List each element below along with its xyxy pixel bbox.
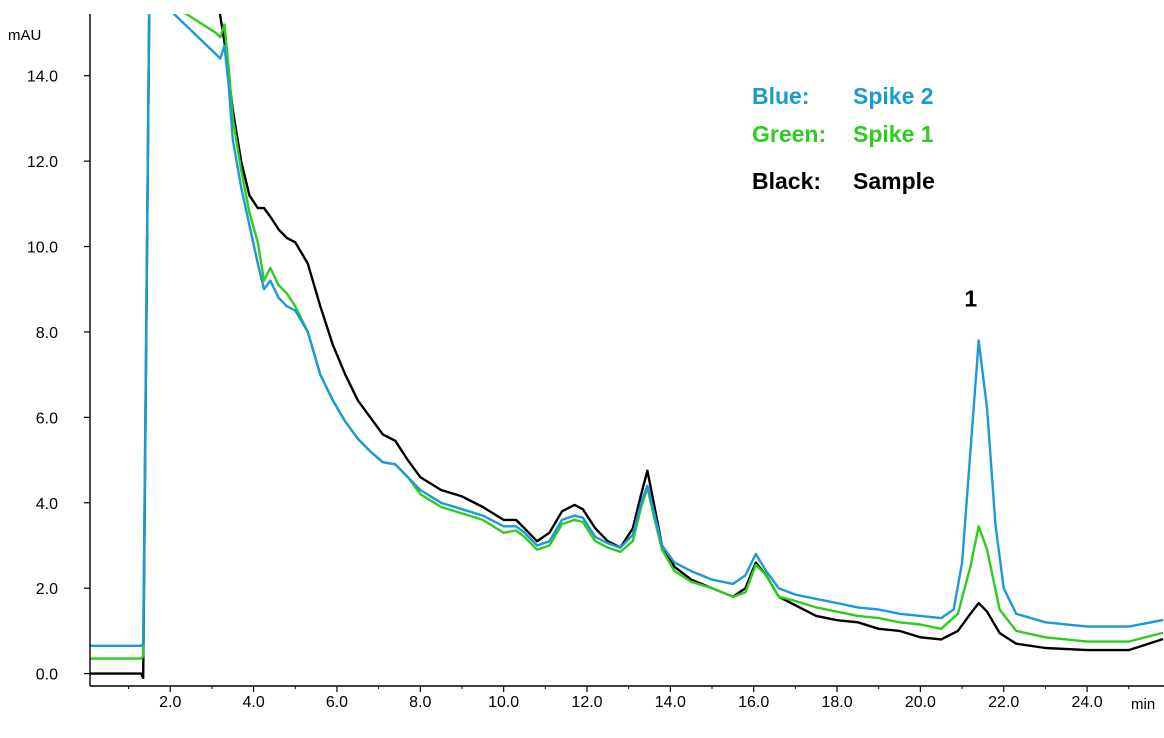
x-tick-label: 2.0 [159, 694, 181, 711]
legend: Blue: Spike 2 Green: Spike 1 Black: Samp… [752, 83, 935, 194]
x-tick-label: 18.0 [821, 694, 852, 711]
legend-entry-3-key: Black: [752, 168, 821, 194]
y-tick-label: 4.0 [36, 496, 58, 513]
legend-entry-3-value: Sample [853, 168, 935, 194]
x-tick-label: 4.0 [242, 694, 264, 711]
series-layer [90, 14, 1164, 680]
x-tick-label: 6.0 [326, 694, 348, 711]
y-tick-label: 0.0 [36, 667, 58, 684]
axes-layer [89, 14, 1164, 687]
x-tick-label: 10.0 [488, 694, 519, 711]
legend-entry-1-key: Blue: [752, 83, 810, 109]
y-tick-label: 8.0 [36, 325, 58, 342]
y-tick-label: 6.0 [36, 410, 58, 427]
x-tick-label: 14.0 [655, 694, 686, 711]
sample-series-line [90, 14, 1164, 680]
x-tick-label: 16.0 [738, 694, 769, 711]
x-axis-unit-label: min [1131, 696, 1155, 713]
y-tick-label: 2.0 [36, 581, 58, 598]
peak-1-label: 1 [964, 285, 977, 311]
y-tick-label: 10.0 [27, 240, 58, 257]
spike-1-series-line [90, 14, 1164, 660]
x-tick-label: 22.0 [988, 694, 1019, 711]
legend-entry-1-value: Spike 2 [853, 83, 934, 109]
tick-layer: 2.0 4.0 6.0 8.0 10.0 12.0 14.0 16.0 18.0 20.0 22.0… [27, 69, 1130, 711]
y-tick-label: 12.0 [27, 154, 58, 171]
x-tick-label: 12.0 [571, 694, 602, 711]
x-tick-label: 8.0 [409, 694, 431, 711]
legend-entry-2-key: Green: [752, 121, 826, 147]
spike-2-series-line [90, 14, 1164, 647]
x-tick-label: 20.0 [905, 694, 936, 711]
x-tick-label: 24.0 [1072, 694, 1103, 711]
y-tick-label: 14.0 [27, 69, 58, 86]
legend-entry-2-value: Spike 1 [853, 121, 934, 147]
y-axis-unit-label: mAU [8, 27, 41, 44]
